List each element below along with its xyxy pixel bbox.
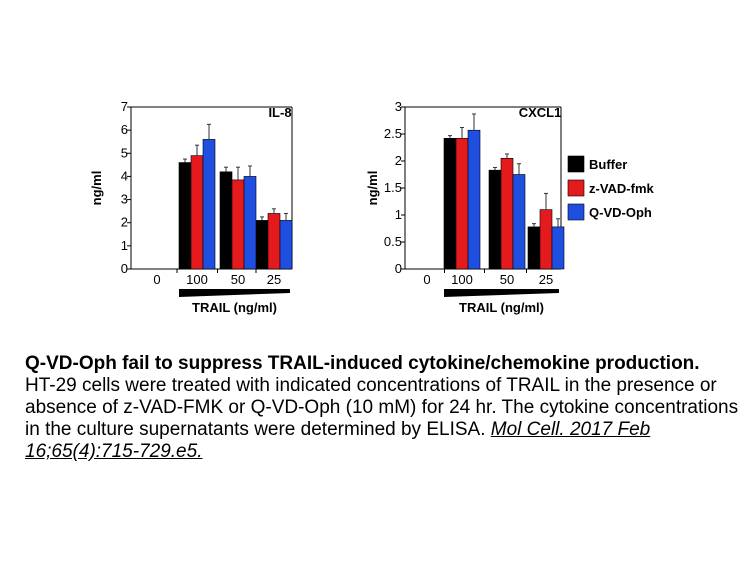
y-tick-label: 7 <box>121 99 128 114</box>
legend-label: Q-VD-Oph <box>589 205 652 220</box>
x-tick-label: 0 <box>423 272 430 287</box>
bar-q-vd-oph <box>202 139 216 270</box>
y-tick-label: 2 <box>395 153 402 168</box>
trail-dose-wedge <box>444 289 559 297</box>
figure-caption: Q-VD-Oph fail to suppress TRAIL-induced … <box>25 353 745 463</box>
panel-title: CXCL1 <box>519 105 562 120</box>
legend-swatch-q-vd-oph <box>567 203 585 221</box>
bar-z-vad-fmk <box>455 138 469 270</box>
y-tick-label: 5 <box>121 145 128 160</box>
bar-q-vd-oph <box>243 176 257 270</box>
bar-z-vad-fmk <box>190 155 204 270</box>
y-tick-label: 2 <box>121 215 128 230</box>
bar-q-vd-oph <box>512 174 526 270</box>
caption-body: HT-29 cells were treated with indicated … <box>25 375 739 440</box>
trail-dose-wedge <box>179 289 290 297</box>
x-tick-label: 0 <box>153 272 160 287</box>
x-tick-label: 50 <box>231 272 245 287</box>
x-tick-label: 100 <box>451 272 473 287</box>
y-tick-label: 1 <box>121 238 128 253</box>
bar-z-vad-fmk <box>231 179 245 270</box>
bar-q-vd-oph <box>279 220 293 270</box>
bar-z-vad-fmk <box>500 158 514 270</box>
x-tick-label: 100 <box>186 272 208 287</box>
bar-buffer <box>219 171 233 270</box>
figure: 0 1 2 3 4 5 6 7 0 100 50 25 IL-8 ng/ml TRAIL (ng/ml) 0 0… <box>89 99 655 315</box>
x-tick-label: 50 <box>500 272 514 287</box>
legend-swatch-z-vad-fmk <box>567 179 585 197</box>
panel-title: IL-8 <box>268 105 291 120</box>
caption-title: Q-VD-Oph fail to suppress TRAIL-induced … <box>25 353 700 374</box>
bar-q-vd-oph <box>467 129 481 270</box>
legend-label: z-VAD-fmk <box>589 181 655 196</box>
x-axis-label: TRAIL (ng/ml) <box>192 300 277 315</box>
y-tick-label: 6 <box>121 122 128 137</box>
y-tick-label: 1.5 <box>384 180 402 195</box>
x-tick-label: 25 <box>267 272 281 287</box>
legend-label: Buffer <box>589 157 627 172</box>
y-tick-label: 1 <box>395 207 402 222</box>
bar-buffer <box>527 226 541 270</box>
legend-swatch-buffer <box>567 155 585 173</box>
bar-buffer <box>178 162 192 270</box>
y-axis-label: ng/ml <box>89 171 104 206</box>
bar-z-vad-fmk <box>539 209 553 270</box>
y-tick-label: 3 <box>395 99 402 114</box>
y-tick-label: 3 <box>121 192 128 207</box>
y-tick-label: 0 <box>121 261 128 276</box>
y-tick-label: 2.5 <box>384 126 402 141</box>
y-tick-label: 4 <box>121 168 128 183</box>
bar-buffer <box>488 169 502 270</box>
caption-reference-link[interactable]: Mol Cell. 2017 Feb 16;65(4):715-729.e5. <box>25 419 651 462</box>
x-tick-label: 25 <box>539 272 553 287</box>
y-tick-label: 0.5 <box>384 234 402 249</box>
bar-q-vd-oph <box>551 226 565 270</box>
bar-buffer <box>255 220 269 270</box>
bar-buffer <box>443 138 457 270</box>
bar-z-vad-fmk <box>267 213 281 270</box>
x-axis-label: TRAIL (ng/ml) <box>459 300 544 315</box>
y-axis-label: ng/ml <box>365 171 380 206</box>
y-tick-label: 0 <box>395 261 402 276</box>
